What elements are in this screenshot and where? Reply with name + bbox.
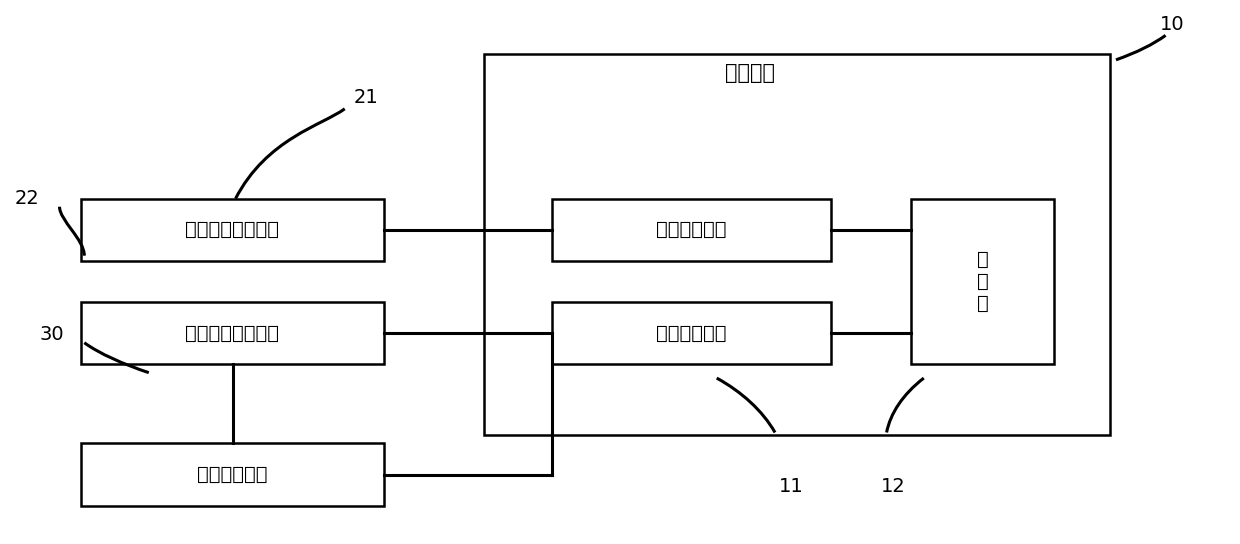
Bar	[81, 302, 384, 364]
Bar	[81, 199, 384, 261]
Bar	[911, 199, 1054, 364]
Text: 第二信号采集组件: 第二信号采集组件	[186, 324, 279, 343]
Text: 心电模拟前端: 心电模拟前端	[656, 324, 727, 343]
Text: 心电模拟前端: 心电模拟前端	[656, 220, 727, 239]
Text: 12: 12	[880, 478, 905, 496]
Bar	[552, 302, 831, 364]
Bar	[484, 54, 1110, 435]
Bar	[81, 443, 384, 506]
Text: 处理单元: 处理单元	[725, 64, 775, 83]
Text: 处
理
器: 处 理 器	[977, 250, 988, 313]
Text: 30: 30	[40, 325, 64, 344]
Text: 21: 21	[353, 89, 378, 107]
Bar	[552, 199, 831, 261]
Text: 第一信号采集组件: 第一信号采集组件	[186, 220, 279, 239]
Text: 模式改变装置: 模式改变装置	[197, 465, 268, 484]
Text: 22: 22	[15, 189, 40, 208]
Text: 10: 10	[1159, 15, 1184, 34]
Text: 11: 11	[779, 478, 804, 496]
